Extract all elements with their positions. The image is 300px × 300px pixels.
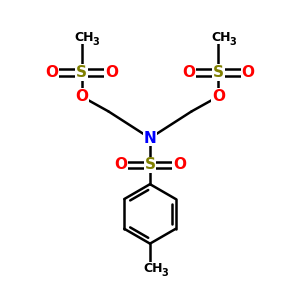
- Text: O: O: [45, 65, 58, 80]
- Text: 3: 3: [92, 37, 99, 46]
- Text: 3: 3: [161, 268, 168, 278]
- Text: CH: CH: [143, 262, 163, 275]
- Text: S: S: [76, 65, 87, 80]
- Text: O: O: [182, 65, 195, 80]
- Text: 3: 3: [229, 37, 236, 46]
- Text: O: O: [212, 89, 225, 104]
- Text: O: O: [75, 89, 88, 104]
- Text: O: O: [114, 158, 127, 172]
- Text: N: N: [144, 130, 156, 146]
- Text: CH: CH: [75, 31, 94, 44]
- Text: O: O: [105, 65, 118, 80]
- Text: S: S: [145, 158, 155, 172]
- Text: O: O: [173, 158, 186, 172]
- Text: CH: CH: [212, 31, 231, 44]
- Text: S: S: [213, 65, 224, 80]
- Text: O: O: [242, 65, 255, 80]
